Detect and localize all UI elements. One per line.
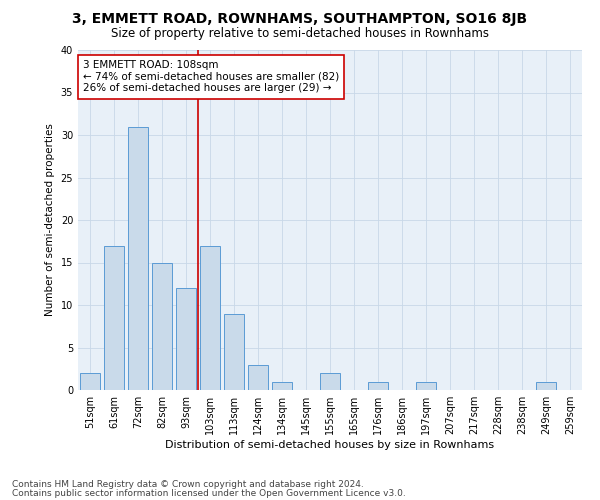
Y-axis label: Number of semi-detached properties: Number of semi-detached properties xyxy=(45,124,55,316)
Bar xyxy=(104,246,124,390)
Bar xyxy=(224,314,244,390)
Bar xyxy=(536,382,556,390)
Bar xyxy=(128,126,148,390)
Bar xyxy=(320,373,340,390)
Bar xyxy=(416,382,436,390)
Bar xyxy=(272,382,292,390)
Text: 3, EMMETT ROAD, ROWNHAMS, SOUTHAMPTON, SO16 8JB: 3, EMMETT ROAD, ROWNHAMS, SOUTHAMPTON, S… xyxy=(73,12,527,26)
X-axis label: Distribution of semi-detached houses by size in Rownhams: Distribution of semi-detached houses by … xyxy=(166,440,494,450)
Bar xyxy=(80,373,100,390)
Text: 3 EMMETT ROAD: 108sqm
← 74% of semi-detached houses are smaller (82)
26% of semi: 3 EMMETT ROAD: 108sqm ← 74% of semi-deta… xyxy=(83,60,339,94)
Bar xyxy=(368,382,388,390)
Bar xyxy=(152,262,172,390)
Text: Size of property relative to semi-detached houses in Rownhams: Size of property relative to semi-detach… xyxy=(111,28,489,40)
Bar xyxy=(248,364,268,390)
Text: Contains public sector information licensed under the Open Government Licence v3: Contains public sector information licen… xyxy=(12,488,406,498)
Bar xyxy=(176,288,196,390)
Text: Contains HM Land Registry data © Crown copyright and database right 2024.: Contains HM Land Registry data © Crown c… xyxy=(12,480,364,489)
Bar xyxy=(200,246,220,390)
